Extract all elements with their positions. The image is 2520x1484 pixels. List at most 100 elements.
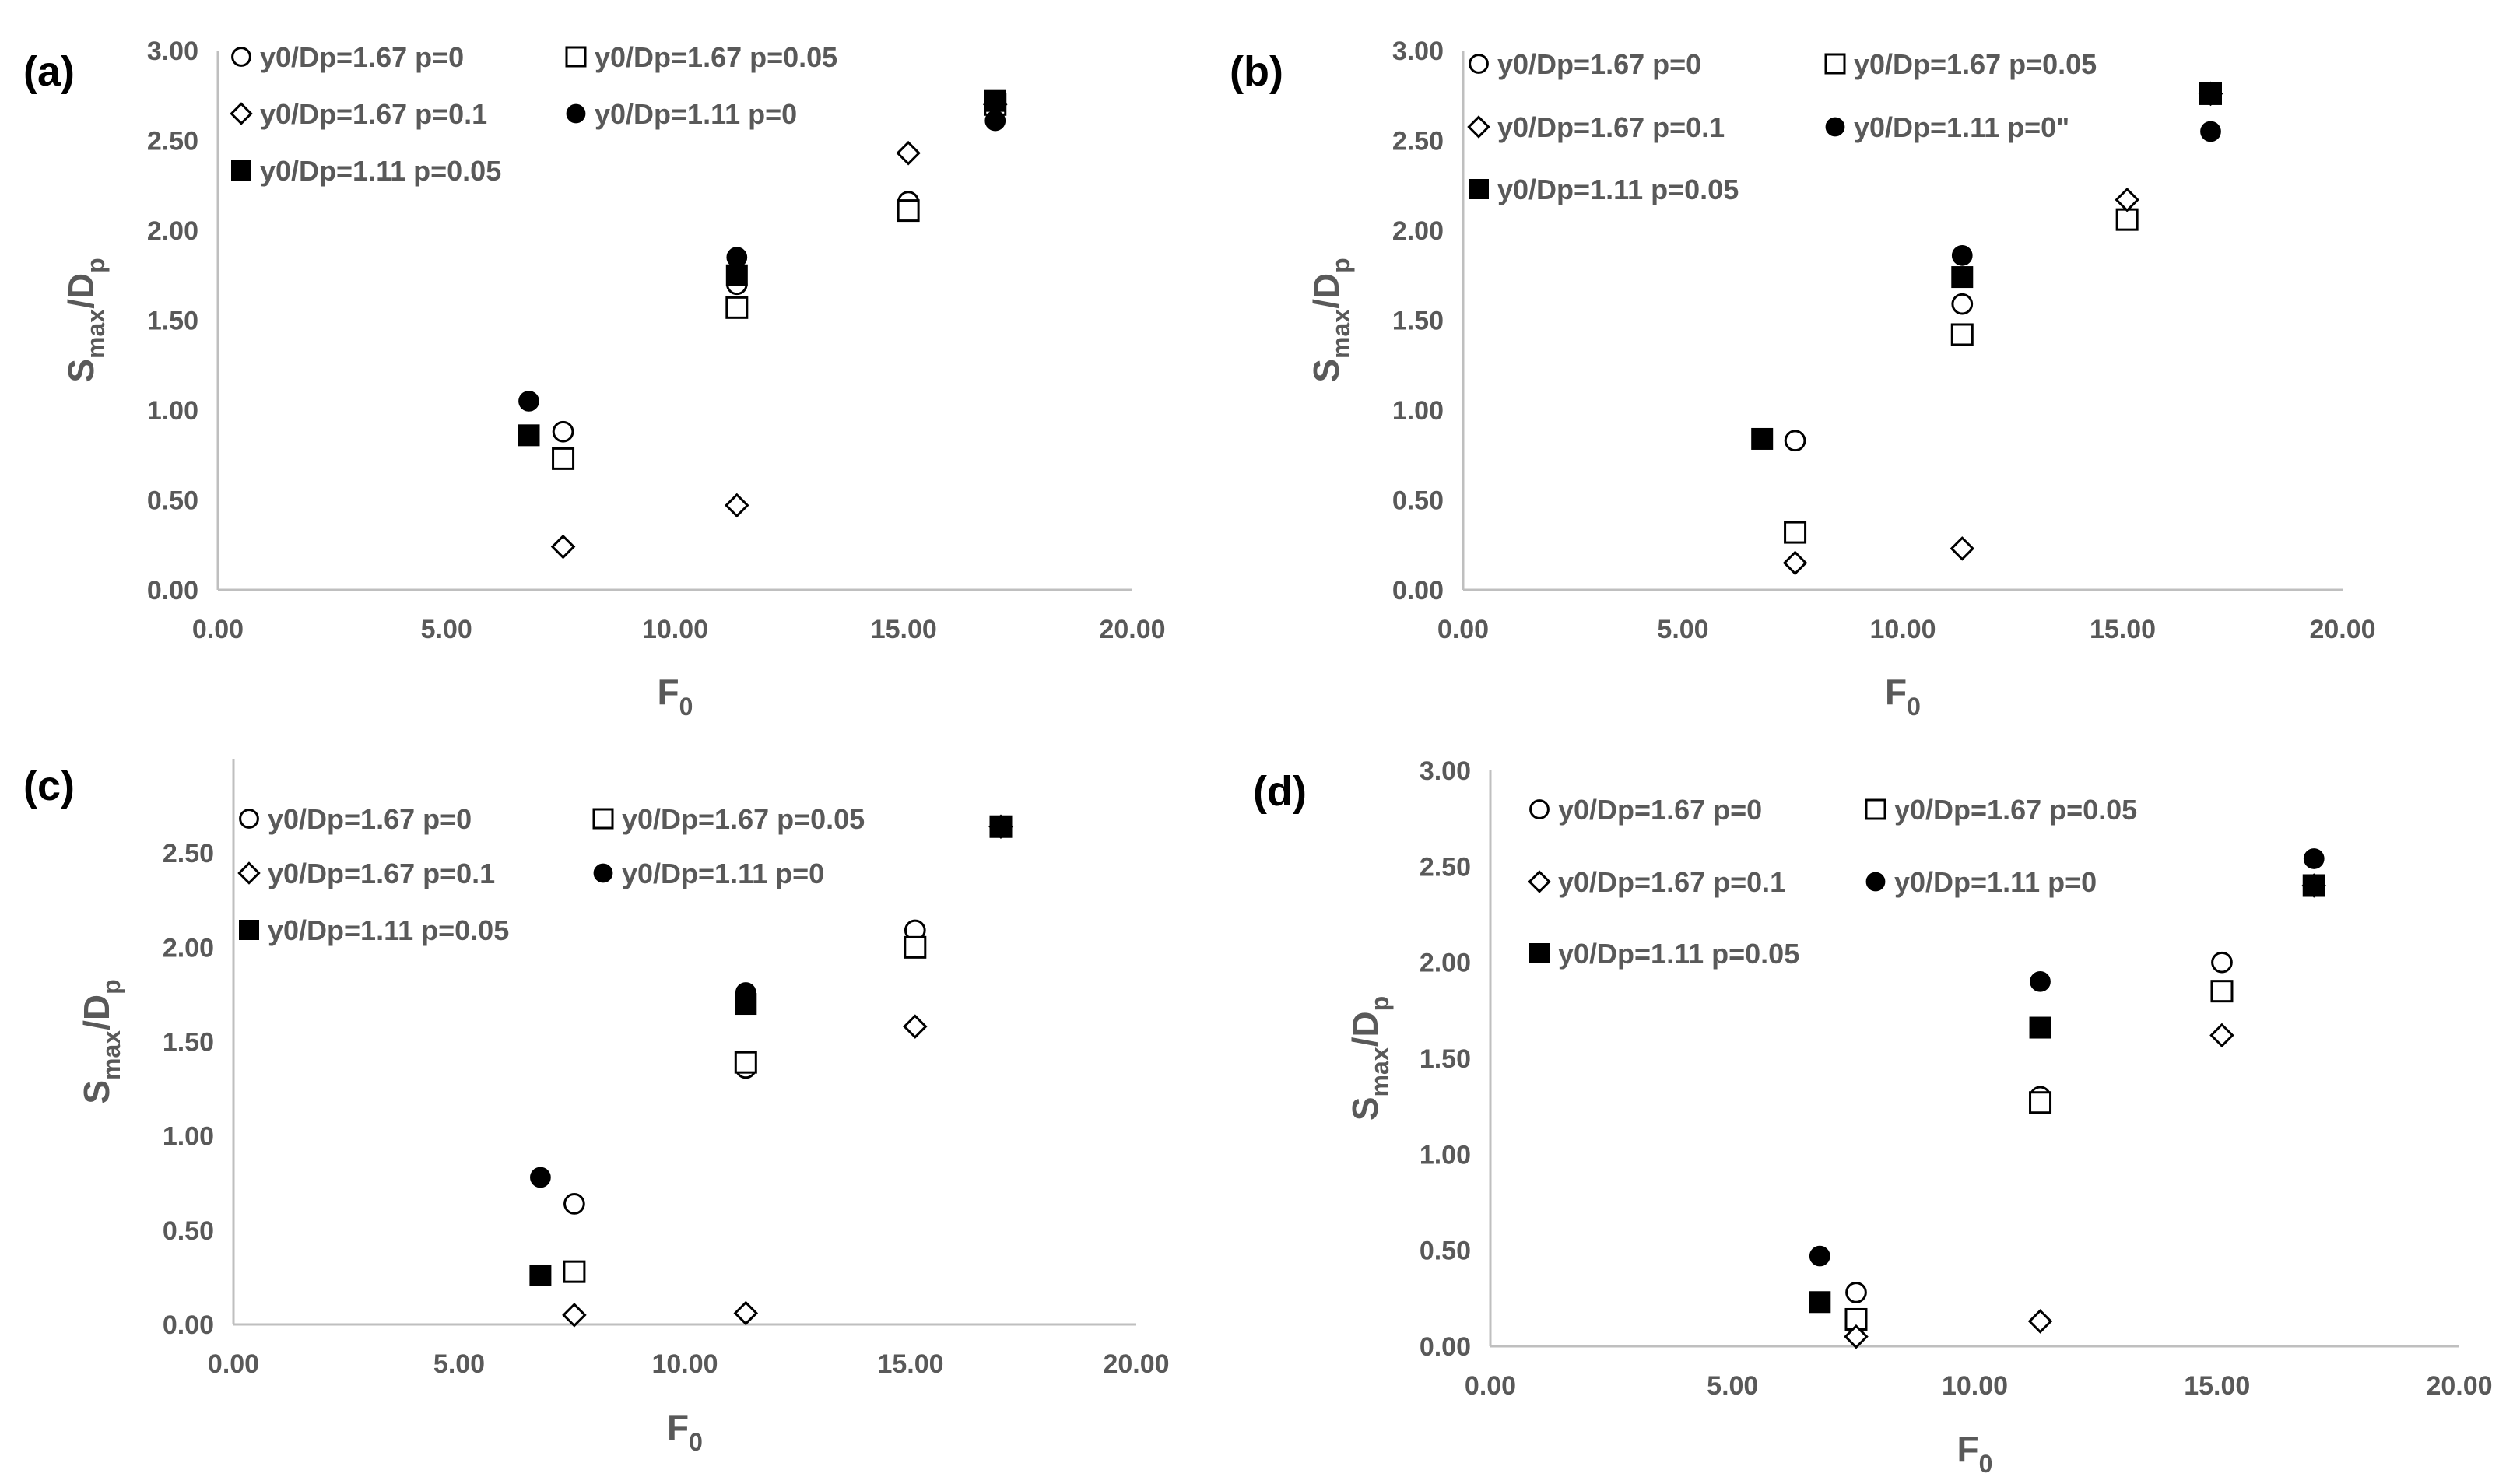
legend-label: y0/Dp=1.67 p=0.05 xyxy=(595,41,837,73)
data-point xyxy=(990,816,1012,838)
chart-panel-3: (c) 0.00 5.00 10.00 15.00 20.00 0.00 0.50 1.00 1.… xyxy=(23,759,1170,1456)
data-point xyxy=(552,420,574,443)
data-point xyxy=(1809,1291,1831,1314)
panel-label: (d) xyxy=(1253,768,1307,815)
legend-entry: y0/Dp=1.11 p=0" xyxy=(1825,111,2069,143)
data-point xyxy=(1845,1282,1867,1303)
y-tick-label: 1.00 xyxy=(147,396,198,426)
legend-entry: y0/Dp=1.11 p=0 xyxy=(1865,866,2097,898)
data-point xyxy=(897,199,920,223)
legend-entry: y0/Dp=1.67 p=0.05 xyxy=(592,803,865,835)
legend-entry: y0/Dp=1.67 p=0.1 xyxy=(1528,866,1785,898)
legend-marker xyxy=(593,863,613,883)
y-tick-label: 1.00 xyxy=(1392,396,1444,426)
data-point xyxy=(562,1303,587,1328)
data-point xyxy=(2199,82,2222,105)
data-point xyxy=(1951,244,1973,266)
y-tick-label: 0.50 xyxy=(163,1216,214,1246)
x-tick-label: 15.00 xyxy=(877,1349,943,1379)
chart-panel-4: (d) 0.00 5.00 10.00 15.00 20.00 0.00 0.50 1.00 1.… xyxy=(1253,756,2493,1478)
legend-label: y0/Dp=1.11 p=0.05 xyxy=(1558,938,1799,970)
legend-entry: y0/Dp=1.67 p=0.05 xyxy=(565,41,837,73)
y-tick-label: 0.00 xyxy=(147,576,198,605)
y-axis-title: Smax/Dp xyxy=(1306,258,1355,382)
legend-marker xyxy=(230,102,253,125)
legend-label: y0/Dp=1.67 p=0.1 xyxy=(1497,111,1725,143)
legend-entry: y0/Dp=1.11 p=0.05 xyxy=(1529,938,1799,970)
data-point xyxy=(735,993,757,1016)
legend-marker xyxy=(1529,799,1550,819)
legend-marker xyxy=(1469,54,1489,74)
y-tick-label: 1.00 xyxy=(163,1122,214,1152)
y-tick-label: 0.50 xyxy=(147,486,198,516)
data-point xyxy=(733,1300,759,1326)
data-point xyxy=(725,264,748,286)
legend-marker xyxy=(231,160,251,181)
data-point xyxy=(984,89,1006,112)
data-point xyxy=(1844,1324,1869,1349)
y-tick-label: 1.50 xyxy=(147,307,198,336)
x-tick-label: 10.00 xyxy=(642,615,708,644)
legend-marker xyxy=(1865,798,1886,820)
chart-panel-1: (a) 0.00 5.00 10.00 15.00 20.00 0.00 0.50 1.00 1.… xyxy=(23,37,1166,721)
y-tick-label: 2.00 xyxy=(147,216,198,246)
y-tick-label: 0.50 xyxy=(1392,486,1444,516)
y-tick-label: 1.50 xyxy=(1420,1044,1471,1074)
data-point xyxy=(529,1264,552,1286)
legend-entry: y0/Dp=1.67 p=0 xyxy=(1529,794,1762,826)
legend-label: y0/Dp=1.67 p=0.1 xyxy=(260,98,487,130)
panel-label: (a) xyxy=(23,48,75,95)
data-point xyxy=(1951,266,1974,289)
legend-label: y0/Dp=1.11 p=0.05 xyxy=(260,155,501,187)
x-tick-label: 20.00 xyxy=(2426,1371,2492,1401)
y-tick-label: 0.50 xyxy=(1420,1237,1471,1266)
data-point xyxy=(2211,951,2233,974)
data-point xyxy=(726,247,748,268)
x-tick-label: 20.00 xyxy=(1099,615,1165,644)
data-point xyxy=(2115,208,2139,231)
y-tick-label: 2.50 xyxy=(163,839,214,868)
legend-entry: y0/Dp=1.67 p=0 xyxy=(239,803,472,835)
legend-label: y0/Dp=1.67 p=0 xyxy=(268,803,472,835)
legend-label: y0/Dp=1.67 p=0.1 xyxy=(1558,866,1785,898)
data-point xyxy=(1751,427,1774,450)
data-point xyxy=(552,447,575,470)
legend-entry: y0/Dp=1.11 p=0 xyxy=(593,858,824,889)
data-point xyxy=(563,1260,586,1283)
legend-marker xyxy=(239,920,259,940)
x-tick-label: 0.00 xyxy=(1437,615,1489,644)
legend-entry: y0/Dp=1.67 p=0.1 xyxy=(237,858,495,889)
data-point xyxy=(2027,1309,2053,1334)
legend-entry: y0/Dp=1.11 p=0.05 xyxy=(1469,174,1739,205)
data-point xyxy=(725,493,749,518)
data-point xyxy=(896,140,921,166)
x-tick-label: 5.00 xyxy=(1707,1371,1758,1401)
legend-marker xyxy=(1865,872,1886,892)
y-tick-label: 2.50 xyxy=(1392,127,1444,156)
y-tick-label: 3.00 xyxy=(1420,756,1471,786)
y-axis-title: Smax/Dp xyxy=(61,258,110,382)
y-tick-label: 2.00 xyxy=(1392,216,1444,246)
legend-entry: y0/Dp=1.11 p=0.05 xyxy=(239,914,509,946)
legend-marker xyxy=(565,46,587,68)
data-point xyxy=(550,534,576,560)
chart-panel-2: (b) 0.00 5.00 10.00 15.00 20.00 0.00 0.50 1.00 1.… xyxy=(1230,37,2376,721)
legend-entry: y0/Dp=1.67 p=0.1 xyxy=(230,98,487,130)
legend-entry: y0/Dp=1.67 p=0 xyxy=(1469,48,1701,80)
legend-marker xyxy=(592,808,614,830)
x-tick-label: 10.00 xyxy=(1869,615,1936,644)
data-point xyxy=(1950,536,1975,561)
x-axis-title: F0 xyxy=(1957,1429,1993,1478)
panel-label: (c) xyxy=(23,763,75,809)
legend-label: y0/Dp=1.67 p=0.05 xyxy=(1894,794,2137,826)
x-axis-title: F0 xyxy=(658,672,693,721)
legend-marker xyxy=(1528,870,1551,893)
data-point xyxy=(2303,875,2325,896)
data-point xyxy=(2029,1016,2051,1039)
legend-label: y0/Dp=1.67 p=0 xyxy=(1497,48,1701,80)
legend-marker xyxy=(1467,115,1490,139)
x-tick-label: 5.00 xyxy=(1657,615,1708,644)
y-tick-label: 2.50 xyxy=(147,127,198,156)
legend-marker xyxy=(1469,179,1489,199)
